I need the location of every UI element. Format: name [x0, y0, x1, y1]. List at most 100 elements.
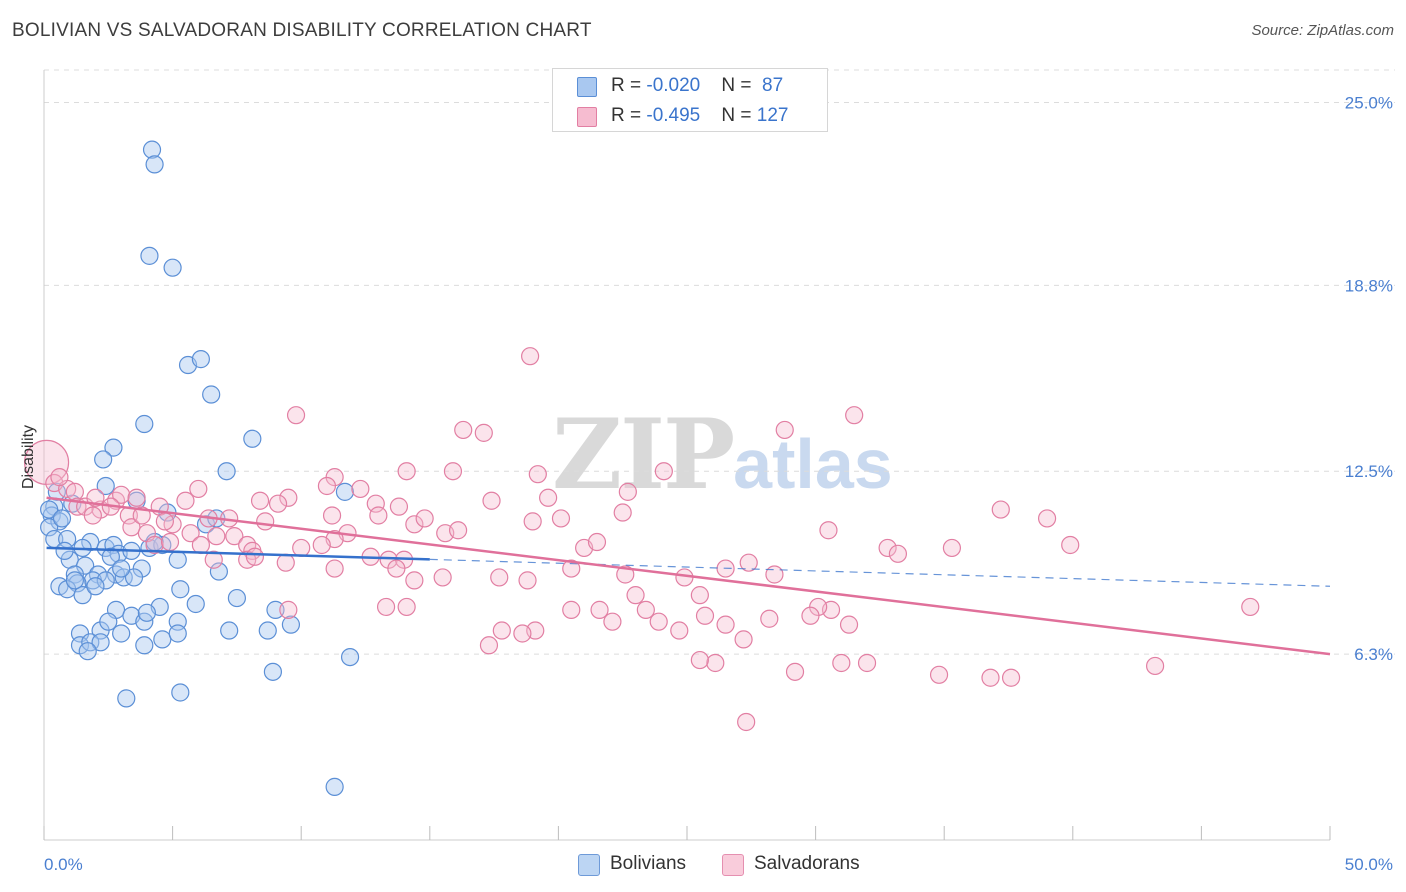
salvadoran-point	[448, 521, 468, 540]
salvadoran-point	[132, 506, 151, 525]
salvadoran-point	[454, 420, 473, 440]
salvadoran-point	[513, 624, 532, 643]
bolivian-point	[243, 429, 262, 448]
salvadoran-point	[65, 482, 84, 501]
salvadoran-point	[112, 485, 131, 504]
bolivian-point	[340, 647, 360, 667]
salvadoran-point	[518, 571, 537, 590]
salvadoran-point	[245, 547, 265, 566]
salvadoran-point	[415, 509, 434, 528]
trend-lines	[46, 496, 1331, 656]
salvadoran-point	[991, 500, 1010, 519]
watermark-atlas: atlas	[733, 425, 893, 503]
bolivian-point	[171, 683, 190, 702]
bolivian-point	[40, 518, 59, 537]
salvadoran-point	[268, 494, 288, 513]
salvadoran-point	[122, 518, 141, 537]
series-legend: Bolivians Salvadorans	[0, 850, 1406, 880]
n-value-bolivians: 87	[756, 75, 784, 96]
salvadoran-point	[888, 544, 908, 563]
salvadoran-point	[942, 538, 962, 558]
salvadoran-point	[832, 653, 851, 673]
salvadoran-point	[616, 565, 635, 584]
axes	[43, 70, 1331, 841]
bolivian-point	[55, 541, 74, 560]
salvadoran-point	[250, 491, 270, 510]
salvadoran-point	[376, 597, 396, 617]
salvadoran-point	[479, 636, 499, 655]
bolivian-point	[142, 140, 162, 159]
legend-swatch-bolivians	[578, 854, 600, 876]
salvadoran-point	[474, 423, 493, 442]
salvadoran-point	[256, 512, 275, 531]
salvadoran-point	[521, 347, 540, 366]
bolivian-point	[335, 482, 355, 501]
bolivian-point	[112, 559, 131, 578]
salvadoran-point	[276, 553, 295, 572]
salvadoran-point	[878, 538, 897, 558]
salvadoran-point	[181, 524, 200, 543]
salvadoran-point	[670, 621, 689, 640]
trend-line-bolivians-extended	[429, 558, 1331, 587]
salvadoran-point	[857, 653, 877, 673]
salvadoran-point	[369, 506, 388, 525]
bolivian-point	[124, 568, 144, 587]
salvadoran-point	[322, 506, 342, 525]
bolivian-point	[281, 615, 301, 634]
bolivian-point	[86, 577, 105, 596]
legend-swatch-bolivians	[577, 77, 597, 97]
salvadoran-point	[1146, 656, 1165, 676]
bolivian-point	[104, 438, 123, 457]
watermark-zip: ZIP	[552, 398, 735, 511]
bolivian-point	[52, 509, 72, 528]
salvadoran-point	[405, 515, 424, 534]
salvadoran-point	[286, 406, 306, 425]
bolivian-point	[50, 512, 69, 531]
salvadoran-point	[225, 527, 244, 546]
salvadoran-point	[539, 488, 558, 507]
bolivian-point	[135, 414, 154, 434]
salvadoran-point	[145, 535, 164, 555]
trend-line-salvadorans	[46, 496, 1331, 656]
tick-labels: 6.3% 12.5% 18.8% 25.0% 0.0% 50.0%	[44, 93, 1393, 874]
x-tick-label: 50.0%	[1345, 855, 1393, 874]
series-bolivians	[40, 140, 360, 796]
y-tick-label: 12.5%	[1345, 462, 1393, 481]
bolivian-point	[217, 462, 236, 481]
trend-line-bolivians	[46, 546, 430, 561]
bolivian-point	[135, 636, 154, 655]
legend-swatch-salvadorans	[722, 854, 744, 876]
legend-swatch-salvadorans	[577, 107, 597, 127]
bolivian-point	[263, 662, 283, 681]
bolivian-point	[227, 588, 246, 608]
salvadoran-point	[785, 662, 805, 681]
salvadoran-point	[279, 488, 298, 507]
salvadoran-point	[387, 559, 406, 578]
bolivian-point	[91, 633, 110, 652]
salvadoran-point	[819, 521, 838, 540]
bolivian-point	[266, 600, 285, 619]
r-value-bolivians: -0.020	[646, 75, 701, 96]
bolivian-point	[258, 621, 277, 640]
salvadoran-point	[351, 479, 370, 499]
salvadoran-point	[1037, 509, 1057, 528]
bolivian-point	[96, 476, 115, 496]
salvadoran-point	[613, 503, 632, 522]
salvadoran-point	[690, 650, 709, 670]
salvadoran-point	[127, 488, 146, 507]
salvadoran-point	[50, 468, 69, 487]
salvadoran-point	[292, 538, 311, 558]
salvadoran-point	[562, 600, 581, 619]
salvadoran-point	[690, 586, 709, 605]
series-salvadorans	[23, 347, 1260, 732]
salvadoran-point	[716, 615, 735, 634]
y-tick-label: 25.0%	[1345, 93, 1393, 112]
salvadoran-point	[775, 420, 794, 440]
salvadoran-point	[389, 497, 409, 516]
bolivian-point	[73, 586, 92, 605]
salvadoran-point	[739, 553, 758, 572]
salvadoran-point	[155, 512, 174, 531]
bolivian-point	[99, 612, 118, 631]
salvadoran-point	[433, 568, 452, 587]
bolivian-point	[112, 624, 131, 643]
